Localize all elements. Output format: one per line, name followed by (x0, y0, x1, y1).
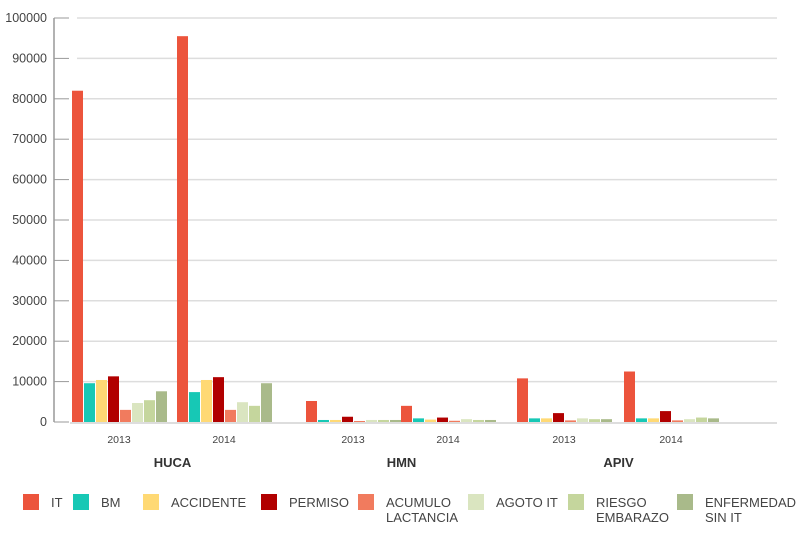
bar-it (72, 90, 83, 422)
bar-agoto-it (577, 418, 588, 422)
bar-enfermedad-sin-it (601, 419, 612, 422)
legend-swatch (261, 494, 277, 510)
bar-it (306, 400, 317, 422)
bar-riesgo-embarazo (144, 400, 155, 422)
bar-riesgo-embarazo (378, 419, 389, 422)
legend-swatch (568, 494, 584, 510)
legend-swatch (358, 494, 374, 510)
bar-agoto-it (237, 402, 248, 422)
legend-label: BM (101, 495, 121, 510)
bar-bm (84, 383, 95, 422)
y-tick-label: 30000 (12, 294, 47, 308)
bar-permiso (437, 417, 448, 422)
y-tick-label: 0 (40, 415, 47, 429)
bar-it (624, 371, 635, 422)
bar-bm (636, 418, 647, 422)
legend-item[interactable]: ACUMULO LACTANCIA (358, 494, 458, 525)
legend-label: PERMISO (289, 495, 349, 510)
bar-accidente (541, 418, 552, 422)
legend-item[interactable]: AGOTO IT (468, 494, 558, 510)
x-axis: 2013 2014 2013 2014 2013 2014 HUCA HMN APIV (107, 434, 683, 470)
bar-permiso (213, 377, 224, 422)
bar-enfermedad-sin-it (708, 418, 719, 422)
y-tick-label: 100000 (5, 11, 47, 25)
bar-permiso (660, 411, 671, 422)
bar-acumulo-lactancia (565, 420, 576, 422)
y-tick-label: 50000 (12, 213, 47, 227)
bar-acumulo-lactancia (449, 420, 460, 422)
bar-bm (529, 418, 540, 422)
bar-it (177, 36, 188, 423)
gridlines (70, 17, 777, 424)
bar-acumulo-lactancia (120, 409, 131, 422)
legend-item[interactable]: IT (23, 494, 63, 510)
bar-accidente (201, 379, 212, 422)
y-tick-label: 70000 (12, 132, 47, 146)
bar-riesgo-embarazo (473, 419, 484, 422)
legend-label: RIESGO EMBARAZO (596, 495, 669, 525)
x-tick-label: 2014 (659, 434, 683, 446)
group-label: HMN (387, 455, 417, 470)
bar-enfermedad-sin-it (390, 419, 401, 422)
bars (72, 36, 719, 423)
bar-agoto-it (132, 403, 143, 422)
legend-label: ACCIDENTE (171, 495, 247, 510)
legend-item[interactable]: BM (73, 494, 121, 510)
bar-agoto-it (366, 419, 377, 422)
bar-it (517, 378, 528, 422)
x-tick-label: 2014 (212, 434, 236, 446)
legend-item[interactable]: ACCIDENTE (143, 494, 246, 510)
bar-enfermedad-sin-it (261, 383, 272, 422)
legend-swatch (73, 494, 89, 510)
y-tick-label: 60000 (12, 173, 47, 187)
y-tick-label: 40000 (12, 253, 47, 267)
legend-item[interactable]: ENFERMEDAD SIN IT (677, 494, 796, 525)
bar-riesgo-embarazo (249, 405, 260, 422)
legend-label: IT (51, 495, 63, 510)
bar-accidente (330, 419, 341, 422)
legend-label: AGOTO IT (496, 495, 558, 510)
legend-label: ENFERMEDAD SIN IT (705, 495, 797, 525)
bar-agoto-it (461, 419, 472, 422)
bar-permiso (108, 376, 119, 422)
x-tick-label: 2013 (341, 434, 365, 446)
bar-accidente (425, 419, 436, 422)
y-axis: 0 10000 20000 30000 40000 50000 60000 70000 8000… (5, 11, 69, 429)
group-label: APIV (603, 455, 634, 470)
bar-bm (189, 392, 200, 422)
bar-acumulo-lactancia (354, 420, 365, 422)
legend-swatch (23, 494, 39, 510)
bar-accidente (648, 418, 659, 422)
bar-it (401, 405, 412, 422)
legend-swatch (468, 494, 484, 510)
bar-permiso (553, 413, 564, 422)
bar-agoto-it (684, 419, 695, 422)
bar-enfermedad-sin-it (156, 391, 167, 422)
x-tick-label: 2014 (436, 434, 460, 446)
legend-label: ACUMULO LACTANCIA (386, 495, 458, 525)
bar-riesgo-embarazo (696, 417, 707, 422)
legend-item[interactable]: RIESGO EMBARAZO (568, 494, 669, 525)
bar-accidente (96, 379, 107, 422)
bar-acumulo-lactancia (672, 420, 683, 422)
bar-enfermedad-sin-it (485, 419, 496, 422)
bar-riesgo-embarazo (589, 419, 600, 422)
legend: IT BM ACCIDENTE PERMISO ACUMULO LACTANCIA AGO… (0, 494, 805, 544)
legend-swatch (143, 494, 159, 510)
bar-permiso (342, 416, 353, 422)
bar-acumulo-lactancia (225, 409, 236, 422)
bar-bm (413, 418, 424, 422)
y-tick-label: 20000 (12, 334, 47, 348)
bar-bm (318, 419, 329, 422)
y-tick-label: 10000 (12, 375, 47, 389)
legend-swatch (677, 494, 693, 510)
x-tick-label: 2013 (107, 434, 131, 446)
legend-item[interactable]: PERMISO (261, 494, 349, 510)
x-tick-label: 2013 (552, 434, 576, 446)
y-tick-label: 90000 (12, 51, 47, 65)
group-label: HUCA (154, 455, 192, 470)
y-tick-label: 80000 (12, 92, 47, 106)
